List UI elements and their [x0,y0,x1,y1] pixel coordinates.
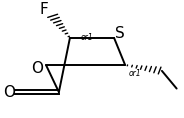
Text: O: O [31,61,43,76]
Text: or1: or1 [81,33,94,42]
Text: S: S [115,26,124,41]
Text: or1: or1 [129,69,141,78]
Text: O: O [3,85,15,100]
Text: F: F [40,2,49,17]
